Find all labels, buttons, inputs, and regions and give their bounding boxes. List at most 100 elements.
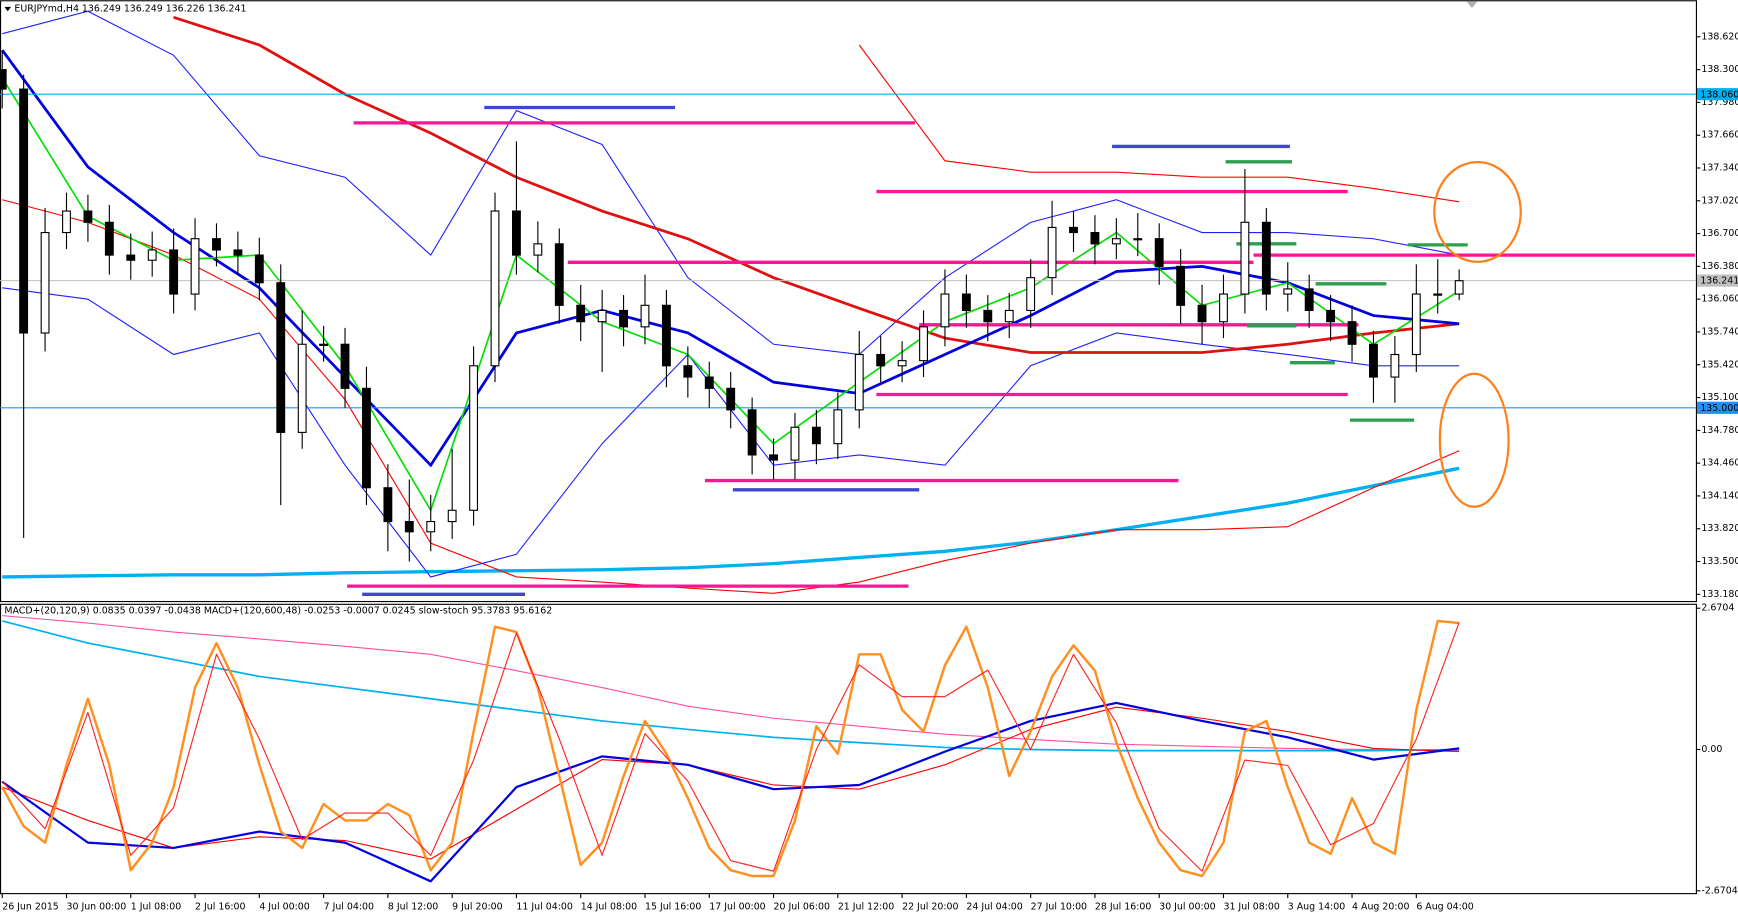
y-tick-label: 133.820 [1701, 523, 1738, 534]
candle-body [554, 243, 564, 306]
x-tick-label: 14 Jul 08:00 [581, 901, 637, 912]
x-tick-label: 30 Jul 00:00 [1159, 901, 1215, 912]
y-tick-label: 134.460 [1701, 458, 1738, 469]
candle-body [1411, 293, 1421, 356]
candle-body [726, 387, 736, 411]
candle-body [661, 304, 671, 367]
price-label: 135.000 [1700, 403, 1738, 414]
y-tick-label: 2.6704 [1701, 603, 1734, 614]
candle-body [212, 238, 221, 251]
y-tick-label: 133.180 [1701, 589, 1738, 600]
y-tick-label: 138.300 [1701, 64, 1738, 75]
candle-body [983, 309, 993, 323]
x-tick-label: 20 Jul 06:00 [774, 901, 830, 912]
y-tick-label: 136.700 [1701, 228, 1738, 239]
candle-body [1090, 232, 1100, 245]
candle-body [704, 376, 714, 389]
candle-body [640, 304, 650, 328]
candle-body [233, 249, 243, 256]
y-tick-label: 134.140 [1701, 490, 1738, 501]
y-tick-label: 135.100 [1701, 392, 1738, 403]
y-tick-label: 137.020 [1701, 195, 1738, 206]
candle-body [833, 409, 843, 445]
indicator-line [2, 199, 1460, 594]
menu-arrow [4, 6, 12, 12]
price-panel [0, 10, 1696, 596]
x-tick-label: 31 Jul 08:00 [1223, 901, 1279, 912]
candle-body [919, 326, 928, 362]
candle-body [961, 293, 971, 311]
indicator-line [173, 15, 1460, 354]
x-tick-label: 9 Jul 20:00 [452, 901, 502, 912]
candle-body [126, 254, 136, 261]
oscillator-line [2, 706, 1460, 860]
main-frame [0, 0, 1697, 603]
candle-body [0, 69, 7, 90]
x-tick-label: 4 Aug 20:00 [1352, 901, 1409, 912]
y-tick-label: 136.380 [1701, 261, 1738, 272]
x-tick-label: 24 Jul 04:00 [966, 901, 1022, 912]
candle-body [1133, 238, 1143, 241]
indicator-line [2, 10, 1460, 356]
candle-body [747, 409, 757, 456]
candle-body [1069, 226, 1078, 234]
candle-body [1111, 238, 1121, 245]
candle-body [1240, 221, 1250, 295]
indicator-title: MACD+(20,120,9) 0.0835 0.0397 -0.0438 MA… [4, 605, 552, 616]
candle-body [512, 210, 521, 256]
x-tick-label: 27 Jul 10:00 [1031, 901, 1087, 912]
sub-frame [0, 603, 1697, 895]
x-tick-label: 7 Jul 04:00 [324, 901, 374, 912]
candle-body [1390, 353, 1400, 378]
candle-body [62, 210, 71, 234]
candle-body [533, 243, 543, 256]
candle-body [790, 426, 800, 461]
highlight-ellipse [1433, 160, 1522, 263]
candle-body [340, 343, 350, 389]
y-tick-label: 138.620 [1701, 31, 1738, 42]
candle-body [169, 249, 179, 295]
candle-body [362, 387, 371, 489]
candle-body [19, 88, 29, 334]
candle-body [40, 232, 50, 334]
axes: 138.620 138.300 137.980 137.660 137.340 137.0… [1, 31, 1738, 912]
candle-body [490, 210, 500, 367]
candle-body [1304, 288, 1314, 311]
y-tick-label: 136.060 [1701, 294, 1738, 305]
indicator-line [858, 44, 1460, 203]
candle-body [319, 343, 329, 346]
indicator-line [1, 49, 1460, 468]
x-tick-label: 17 Jul 00:00 [709, 901, 765, 912]
candle-body [1433, 293, 1443, 296]
candle-body [576, 304, 586, 323]
x-tick-label: 28 Jul 16:00 [1095, 901, 1151, 912]
x-tick-label: 2 Jul 16:00 [195, 901, 245, 912]
candle-body [1176, 265, 1186, 306]
chart-title: EURJPYmd,H4 136.249 136.249 136.226 136.… [14, 4, 246, 15]
oscillator-line [2, 620, 1460, 752]
candle-body [683, 365, 693, 378]
candle-body [597, 309, 607, 323]
candle-body [619, 309, 628, 328]
candle-body [297, 343, 307, 433]
candle-body [940, 293, 950, 328]
price-label: 136.241 [1700, 276, 1738, 287]
highlight-ellipse [1438, 372, 1510, 508]
y-tick-label: 134.780 [1701, 425, 1738, 436]
candle-body [83, 210, 93, 223]
candle-body [1454, 280, 1464, 295]
shift-marker [1466, 1, 1478, 8]
oscillator-line [1, 622, 1460, 872]
x-tick-label: 8 Jul 12:00 [388, 901, 438, 912]
price-label: 138.060 [1700, 89, 1738, 100]
y-tick-label: 0.00 [1701, 744, 1722, 755]
candle-body [811, 426, 821, 445]
x-tick-label: 30 Jun 00:00 [66, 901, 126, 912]
candle-body [1154, 238, 1164, 267]
candle-body [897, 360, 907, 367]
oscillator-line [1, 701, 1460, 883]
candle-body [769, 454, 778, 461]
y-tick-label: 137.660 [1701, 130, 1738, 141]
price-label-box [1696, 274, 1738, 287]
